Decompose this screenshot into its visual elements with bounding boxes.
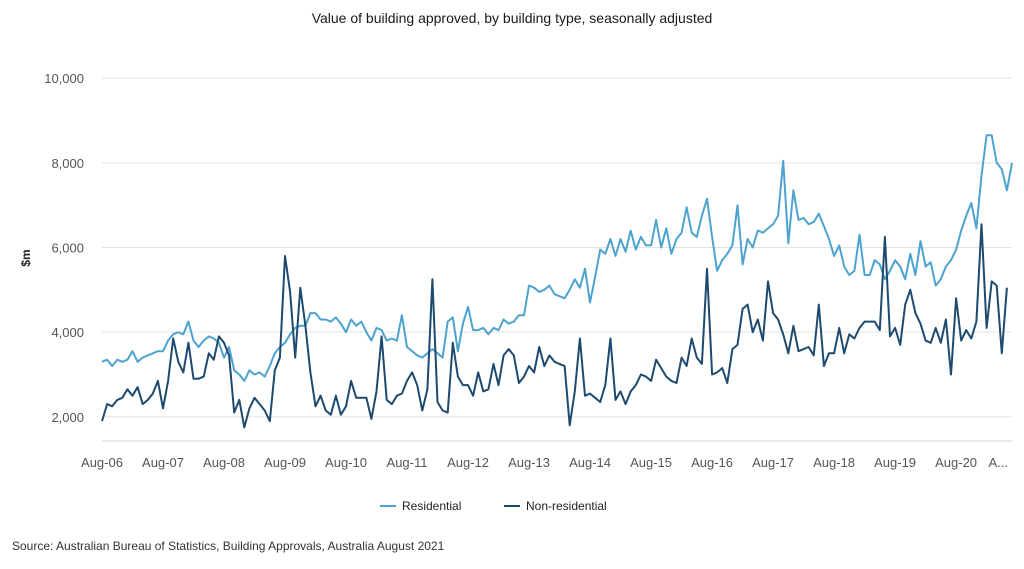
series-lines xyxy=(101,134,1013,429)
y-axis-title: $m xyxy=(19,249,33,266)
x-tick-label: Aug-11 xyxy=(387,455,428,470)
series-line-residential xyxy=(101,134,1013,382)
legend-label-residential: Residential xyxy=(402,499,461,513)
x-tick-label: Aug-10 xyxy=(325,455,367,470)
y-tick-label: 2,000 xyxy=(51,410,84,425)
source-note: Source: Australian Bureau of Statistics,… xyxy=(12,539,445,553)
y-axis-ticks: 2,000 4,000 6,000 8,000 10,000 xyxy=(44,71,84,425)
legend-label-non-residential: Non-residential xyxy=(526,499,607,513)
x-tick-label: Aug-09 xyxy=(264,455,306,470)
x-tick-label: Aug-13 xyxy=(508,455,550,470)
x-tick-label: Aug-12 xyxy=(447,455,489,470)
series-line-non-residential xyxy=(101,223,1008,429)
x-tick-label: Aug-15 xyxy=(630,455,672,470)
y-tick-label: 4,000 xyxy=(51,325,84,340)
x-tick-label: Aug-06 xyxy=(81,455,123,470)
x-tick-label: Aug-20 xyxy=(935,455,977,470)
x-tick-label: Aug-07 xyxy=(142,455,184,470)
x-tick-label: Aug-16 xyxy=(691,455,733,470)
x-tick-label: A... xyxy=(988,455,1008,470)
legend: Residential Non-residential xyxy=(380,499,607,513)
y-tick-label: 10,000 xyxy=(44,71,84,86)
x-tick-label: Aug-18 xyxy=(813,455,855,470)
y-tick-label: 8,000 xyxy=(51,156,84,171)
x-axis-ticks: Aug-06 Aug-07 Aug-08 Aug-09 Aug-10 Aug-11 Aug-… xyxy=(81,455,1008,470)
legend-item-residential[interactable]: Residential xyxy=(380,499,461,513)
x-tick-label: Aug-17 xyxy=(752,455,794,470)
x-tick-label: Aug-14 xyxy=(569,455,611,470)
chart-title: Value of building approved, by building … xyxy=(311,10,713,26)
x-tick-label: Aug-08 xyxy=(203,455,245,470)
x-tick-label: Aug-19 xyxy=(874,455,916,470)
y-tick-label: 6,000 xyxy=(51,241,84,256)
legend-item-non-residential[interactable]: Non-residential xyxy=(504,499,607,513)
